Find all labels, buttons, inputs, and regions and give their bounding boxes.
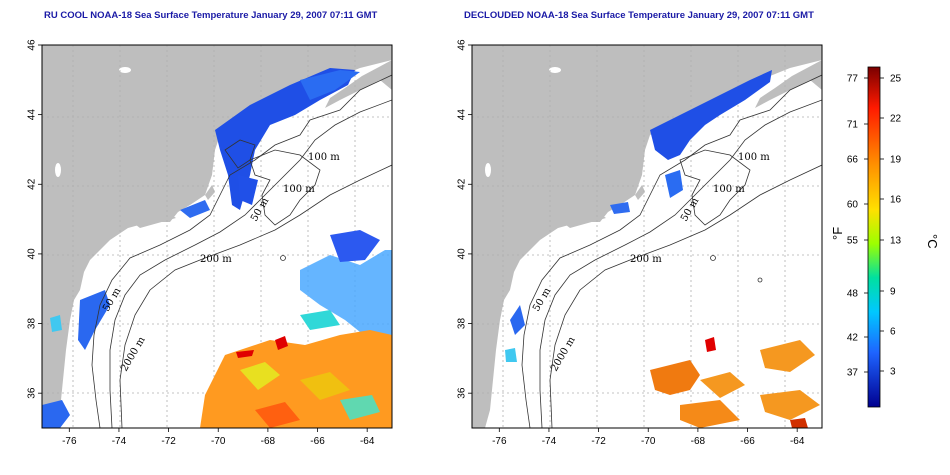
map-frame [471, 44, 823, 429]
x-tick-label: -68 [261, 436, 276, 447]
y-tick-label: 42 [27, 178, 38, 190]
contour-label: 100 m [713, 184, 745, 195]
cape-cod [205, 185, 215, 200]
x-tick-label: -64 [790, 436, 805, 447]
bathymetry-contours [91, 74, 392, 428]
x-tick-label: -74 [542, 436, 557, 447]
right-map-panel: 100 m 100 m 50 m 200 m 50 m 2000 m -76 -7… [457, 39, 823, 447]
contour-label: 100 m [308, 152, 340, 163]
y-tick-label: 36 [457, 387, 468, 399]
contour-label: 200 m [630, 254, 662, 265]
contour-label: 200 m [200, 254, 232, 265]
celsius-tick-label: 22 [890, 114, 902, 125]
y-tick-label: 36 [27, 387, 38, 399]
celsius-tick-label: 9 [890, 287, 896, 298]
sst-warm-water [50, 230, 392, 428]
x-tick-label: -66 [740, 436, 755, 447]
x-tick-label: -74 [112, 436, 127, 447]
fahrenheit-tick-label: 77 [847, 74, 859, 85]
nova-scotia [325, 60, 392, 108]
celsius-tick-label: 19 [890, 155, 902, 166]
colorbar-gradient [867, 66, 881, 408]
long-island [562, 214, 606, 228]
celsius-tick-label: 13 [890, 236, 902, 247]
land-mass [472, 45, 822, 428]
fahrenheit-tick-label: 42 [847, 333, 859, 344]
lake [55, 163, 61, 177]
x-tick-label: -70 [211, 436, 226, 447]
left-panel-title: RU COOL NOAA-18 Sea Surface Temperature … [44, 10, 378, 21]
y-tick-label: 46 [27, 39, 38, 51]
y-tick-label: 40 [457, 248, 468, 260]
lake [119, 67, 131, 73]
axis-ticks: -76 -74 -72 -70 -68 -66 -64 36 38 40 42 44 46 [27, 39, 375, 447]
celsius-tick-label: 25 [890, 74, 902, 85]
fahrenheit-tick-label: 60 [847, 200, 859, 211]
x-tick-label: -76 [492, 436, 507, 447]
fahrenheit-tick-label: 55 [847, 236, 859, 247]
sst-warm-water [650, 337, 820, 428]
temperature-colorbar: 77 71 66 60 55 48 42 37 25 22 19 16 13 9 6 3 °F °C [830, 66, 940, 408]
fahrenheit-tick-label: 66 [847, 155, 859, 166]
long-island [132, 214, 176, 228]
celsius-tick-label: 6 [890, 327, 896, 338]
y-tick-label: 44 [457, 109, 468, 121]
x-tick-label: -64 [360, 436, 375, 447]
left-map-panel: 100 m 100 m 50 m 200 m 50 m 2000 m -76 -7… [27, 39, 393, 447]
lake [549, 67, 561, 73]
sst-cold-water [505, 70, 772, 362]
y-tick-label: 38 [27, 318, 38, 330]
contour-label: 100 m [738, 152, 770, 163]
x-tick-label: -68 [691, 436, 706, 447]
nova-scotia [755, 60, 822, 108]
fahrenheit-tick-label: 37 [847, 368, 859, 379]
contour-label: 100 m [283, 184, 315, 195]
celsius-tick-label: 3 [890, 367, 896, 378]
fahrenheit-tick-label: 48 [847, 289, 859, 300]
x-tick-label: -72 [161, 436, 176, 447]
cape-cod [635, 185, 645, 200]
land-mass [42, 45, 392, 428]
map-frame [41, 44, 393, 429]
y-tick-label: 46 [457, 39, 468, 51]
celsius-tick-label: 16 [890, 195, 902, 206]
graticule [472, 45, 822, 428]
fahrenheit-tick-label: 71 [847, 120, 859, 131]
y-tick-label: 40 [27, 248, 38, 260]
right-panel-title: DECLOUDED NOAA-18 Sea Surface Temperatur… [464, 10, 814, 21]
y-tick-label: 38 [457, 318, 468, 330]
lake [485, 163, 491, 177]
x-tick-label: -66 [310, 436, 325, 447]
y-tick-label: 44 [27, 109, 38, 121]
sst-cold-water [42, 68, 360, 428]
axis-ticks: -76 -74 -72 -70 -68 -66 -64 36 38 40 42 44 46 [457, 39, 805, 447]
y-tick-label: 42 [457, 178, 468, 190]
x-tick-label: -70 [641, 436, 656, 447]
bathymetry-contours [521, 74, 822, 428]
x-tick-label: -76 [62, 436, 77, 447]
celsius-unit-label: °C [925, 234, 940, 249]
x-tick-label: -72 [591, 436, 606, 447]
fahrenheit-unit-label: °F [830, 227, 845, 240]
colorbar-ticks: 77 71 66 60 55 48 42 37 25 22 19 16 13 9 6 3 [847, 74, 902, 379]
